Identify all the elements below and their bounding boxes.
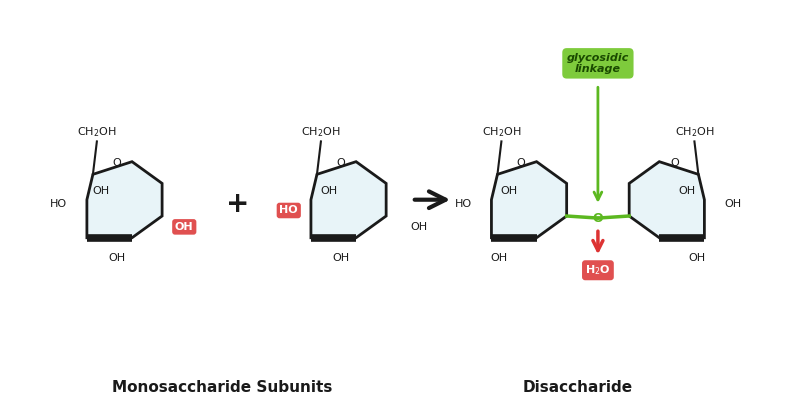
Text: OH: OH (92, 186, 110, 197)
Polygon shape (629, 162, 704, 238)
Polygon shape (491, 162, 566, 238)
Text: glycosidic
linkage: glycosidic linkage (566, 52, 629, 74)
Text: Disaccharide: Disaccharide (523, 380, 633, 395)
Text: OH: OH (490, 253, 508, 263)
Text: +: + (226, 190, 250, 218)
Text: CH$_2$OH: CH$_2$OH (674, 126, 714, 139)
Text: CH$_2$OH: CH$_2$OH (77, 126, 117, 139)
Text: Monosaccharide Subunits: Monosaccharide Subunits (112, 380, 332, 395)
Text: OH: OH (501, 186, 518, 197)
Text: OH: OH (109, 253, 126, 263)
Text: OH: OH (410, 222, 427, 232)
Text: O: O (593, 212, 603, 225)
Text: O: O (670, 158, 679, 168)
Text: OH: OH (175, 222, 194, 232)
Polygon shape (311, 162, 386, 238)
Text: H$_2$O: H$_2$O (585, 263, 610, 277)
Text: HO: HO (50, 199, 67, 209)
Text: CH$_2$OH: CH$_2$OH (301, 126, 341, 139)
Text: OH: OH (678, 186, 695, 197)
Text: OH: OH (724, 199, 742, 209)
Text: HO: HO (279, 205, 298, 215)
Text: CH$_2$OH: CH$_2$OH (482, 126, 521, 139)
Text: O: O (517, 158, 526, 168)
Text: OH: OH (333, 253, 350, 263)
Text: O: O (112, 158, 121, 168)
Polygon shape (87, 162, 162, 238)
Text: O: O (336, 158, 345, 168)
Text: HO: HO (454, 199, 472, 209)
Text: OH: OH (320, 186, 338, 197)
Text: OH: OH (688, 253, 705, 263)
